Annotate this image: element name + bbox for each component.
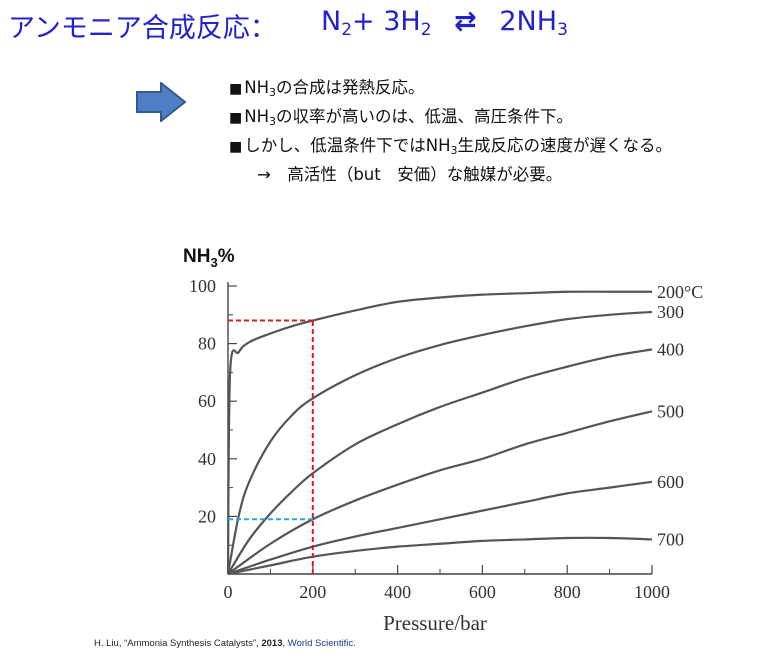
y-tick-label: 60 — [198, 391, 216, 411]
equilibrium-arrow-icon: ⇄ — [454, 6, 477, 37]
series-label-500: 500 — [657, 401, 684, 421]
series-line-200 — [226, 290, 652, 575]
series-line-500 — [227, 410, 653, 575]
eq-3h: 3H — [383, 6, 421, 37]
citation-year: 2013 — [261, 638, 283, 649]
bullet-marker: ■ — [229, 81, 243, 97]
eq-2nh-sub: 3 — [557, 20, 568, 40]
bullet-sub: 3 — [450, 144, 458, 157]
citation-publisher: World Scientific. — [287, 638, 356, 649]
series-label-200: 200°C — [657, 282, 703, 302]
bullet-list: ■ NH3の合成は発熱反応。 ■ NH3の収率が高いのは、低温、高圧条件下。 ■ しか… — [229, 76, 672, 187]
y-tick-label: 40 — [198, 449, 216, 469]
citation: H. Liu, “Ammonia Synthesis Catalysts”, 2… — [94, 638, 356, 649]
bullet-item: ■ NH3の収率が高いのは、低温、高圧条件下。 — [229, 105, 672, 134]
bullet-marker: ■ — [229, 139, 243, 155]
bullet-note: → 高活性（but 安価）な触媒が必要。 — [257, 165, 563, 184]
series-line-600 — [227, 480, 653, 576]
bullet-item: ■ NH3の合成は発熱反応。 — [229, 76, 672, 105]
reaction-equation: N2+ 3H2 ⇄ 2NH3 — [321, 6, 568, 40]
x-axis-label: Pressure/bar — [383, 611, 487, 635]
series-label-300: 300 — [657, 302, 684, 322]
bullet-text: NH — [244, 78, 269, 97]
x-tick-label: 0 — [224, 582, 233, 602]
citation-sep: , — [282, 638, 288, 649]
y-tick-label: 20 — [198, 506, 216, 526]
bullet-item: ■ しかし、低温条件下ではNH3生成反応の速度が遅くなる。 — [229, 134, 672, 163]
y-axis-label: NH3% — [183, 246, 235, 270]
bullet-text: の合成は発熱反応。 — [275, 78, 425, 97]
x-tick-label: 200 — [299, 582, 326, 602]
page-title: アンモニア合成反応： N2+ 3H2 ⇄ 2NH3 — [8, 6, 568, 45]
y-tick-label: 80 — [198, 334, 216, 354]
x-tick-label: 800 — [554, 582, 581, 602]
eq-n-sub: 2 — [341, 20, 353, 40]
title-text: アンモニア合成反応： — [8, 13, 277, 44]
bullet-text: の収率が高いのは、低温、高圧条件下。 — [275, 107, 573, 126]
bullet-marker: ■ — [229, 110, 243, 126]
eq-n: N — [321, 6, 342, 37]
right-arrow-icon — [136, 82, 187, 122]
eq-2nh: 2NH — [499, 6, 558, 37]
series-label-600: 600 — [657, 472, 684, 492]
bullet-sub: 3 — [268, 115, 276, 128]
x-tick-label: 1000 — [634, 582, 670, 602]
series-line-400 — [227, 348, 653, 575]
y-tick-label: 100 — [189, 276, 216, 296]
nh3-yield-chart: NH3% Pressure/bar 0 200 400 600 800 1000 20 40 6… — [183, 246, 703, 635]
series-line-300 — [226, 310, 653, 575]
bullet-sub: 3 — [268, 86, 276, 99]
series-label-400: 400 — [657, 339, 684, 359]
eq-plus: + — [352, 6, 375, 37]
bullet-text: しかし、低温条件下ではNH — [244, 136, 451, 155]
x-tick-label: 400 — [384, 582, 411, 602]
series-label-700: 700 — [657, 529, 684, 549]
eq-3h-sub: 2 — [420, 20, 432, 40]
series-line-700 — [227, 536, 653, 576]
citation-author: H. Liu, “Ammonia Synthesis Catalysts”, — [94, 638, 262, 649]
bullet-text: 生成反応の速度が遅くなる。 — [457, 136, 672, 155]
x-tick-label: 600 — [469, 582, 496, 602]
bullet-text: NH — [244, 107, 269, 126]
